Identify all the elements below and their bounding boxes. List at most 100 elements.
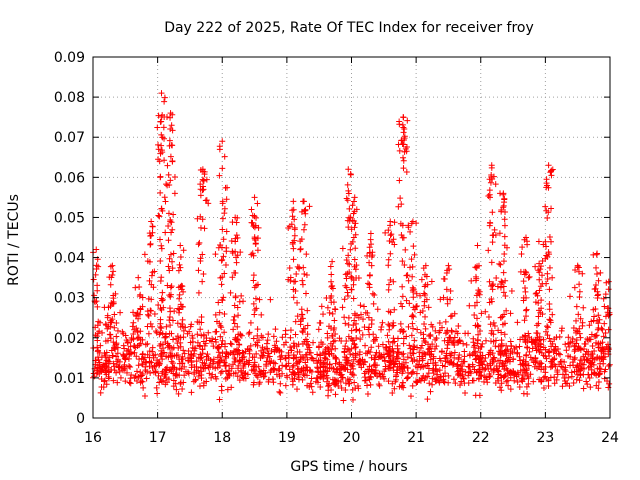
data-point [548,205,555,212]
data-point [419,342,426,349]
data-point [170,383,177,390]
data-point [228,365,235,372]
data-point [500,374,507,381]
data-point [170,211,177,218]
data-point [399,121,406,128]
data-point [136,311,143,318]
data-point [474,315,481,322]
data-point [413,370,420,377]
data-point [254,332,261,339]
data-point [501,373,508,380]
data-point [478,343,485,350]
data-point [491,323,498,330]
data-point [537,266,544,273]
data-point [421,321,428,328]
data-point [495,327,502,334]
data-point [342,320,349,327]
data-point [532,359,539,366]
data-point [373,334,380,341]
data-point [503,307,510,314]
data-point [510,367,517,374]
data-point [131,326,138,333]
data-point [216,143,223,150]
data-point [366,250,373,257]
data-point [94,287,101,294]
data-point [221,343,228,350]
data-point [299,315,306,322]
data-point [172,371,179,378]
data-point [549,356,556,363]
data-point [212,373,219,380]
data-point [234,373,241,380]
data-point [94,330,101,337]
x-tick-label: 21 [407,430,425,446]
data-point [523,369,530,376]
data-point [547,338,554,345]
x-tick-label: 20 [343,430,361,446]
data-point [501,199,508,206]
data-point [176,372,183,379]
data-point [303,251,310,258]
data-point [466,351,473,358]
data-point [456,337,463,344]
data-point [502,357,509,364]
data-point [424,396,431,403]
data-point [157,320,164,327]
data-point [546,306,553,313]
data-point [498,380,505,387]
data-point [365,326,372,333]
data-point [141,392,148,399]
data-point [171,174,178,181]
data-point [134,335,141,342]
data-point [290,245,297,252]
data-point [228,384,235,391]
data-point [403,297,410,304]
data-point [250,277,257,284]
grid-lines [93,57,610,418]
data-point [422,362,429,369]
data-point [223,362,230,369]
data-point [399,283,406,290]
data-point [423,296,430,303]
data-point [400,350,407,357]
data-point [148,272,155,279]
data-point [285,352,292,359]
data-point [161,157,168,164]
data-point [547,319,554,326]
data-point [184,368,191,375]
data-point [105,364,112,371]
data-point [164,282,171,289]
data-point [180,347,187,354]
data-point [504,377,511,384]
data-point [212,338,219,345]
data-point [159,356,166,363]
data-point [444,296,451,303]
data-point [413,302,420,309]
data-point [244,371,251,378]
data-point [585,351,592,358]
data-point [120,367,127,374]
data-point [189,332,196,339]
data-point [166,142,173,149]
data-point [235,362,242,369]
data-point [395,349,402,356]
data-point [331,337,338,344]
data-point [559,383,566,390]
data-point [573,303,580,310]
data-point [518,251,525,258]
data-point [197,351,204,358]
data-point [545,349,552,356]
data-point [219,297,226,304]
data-point [239,356,246,363]
data-point [237,331,244,338]
data-point [287,274,294,281]
y-tick-label: 0 [76,411,85,427]
data-point [565,334,572,341]
data-point [381,375,388,382]
data-point [301,372,308,379]
data-point [349,360,356,367]
data-point [238,367,245,374]
data-point [175,305,182,312]
data-point [410,350,417,357]
data-point [595,378,602,385]
